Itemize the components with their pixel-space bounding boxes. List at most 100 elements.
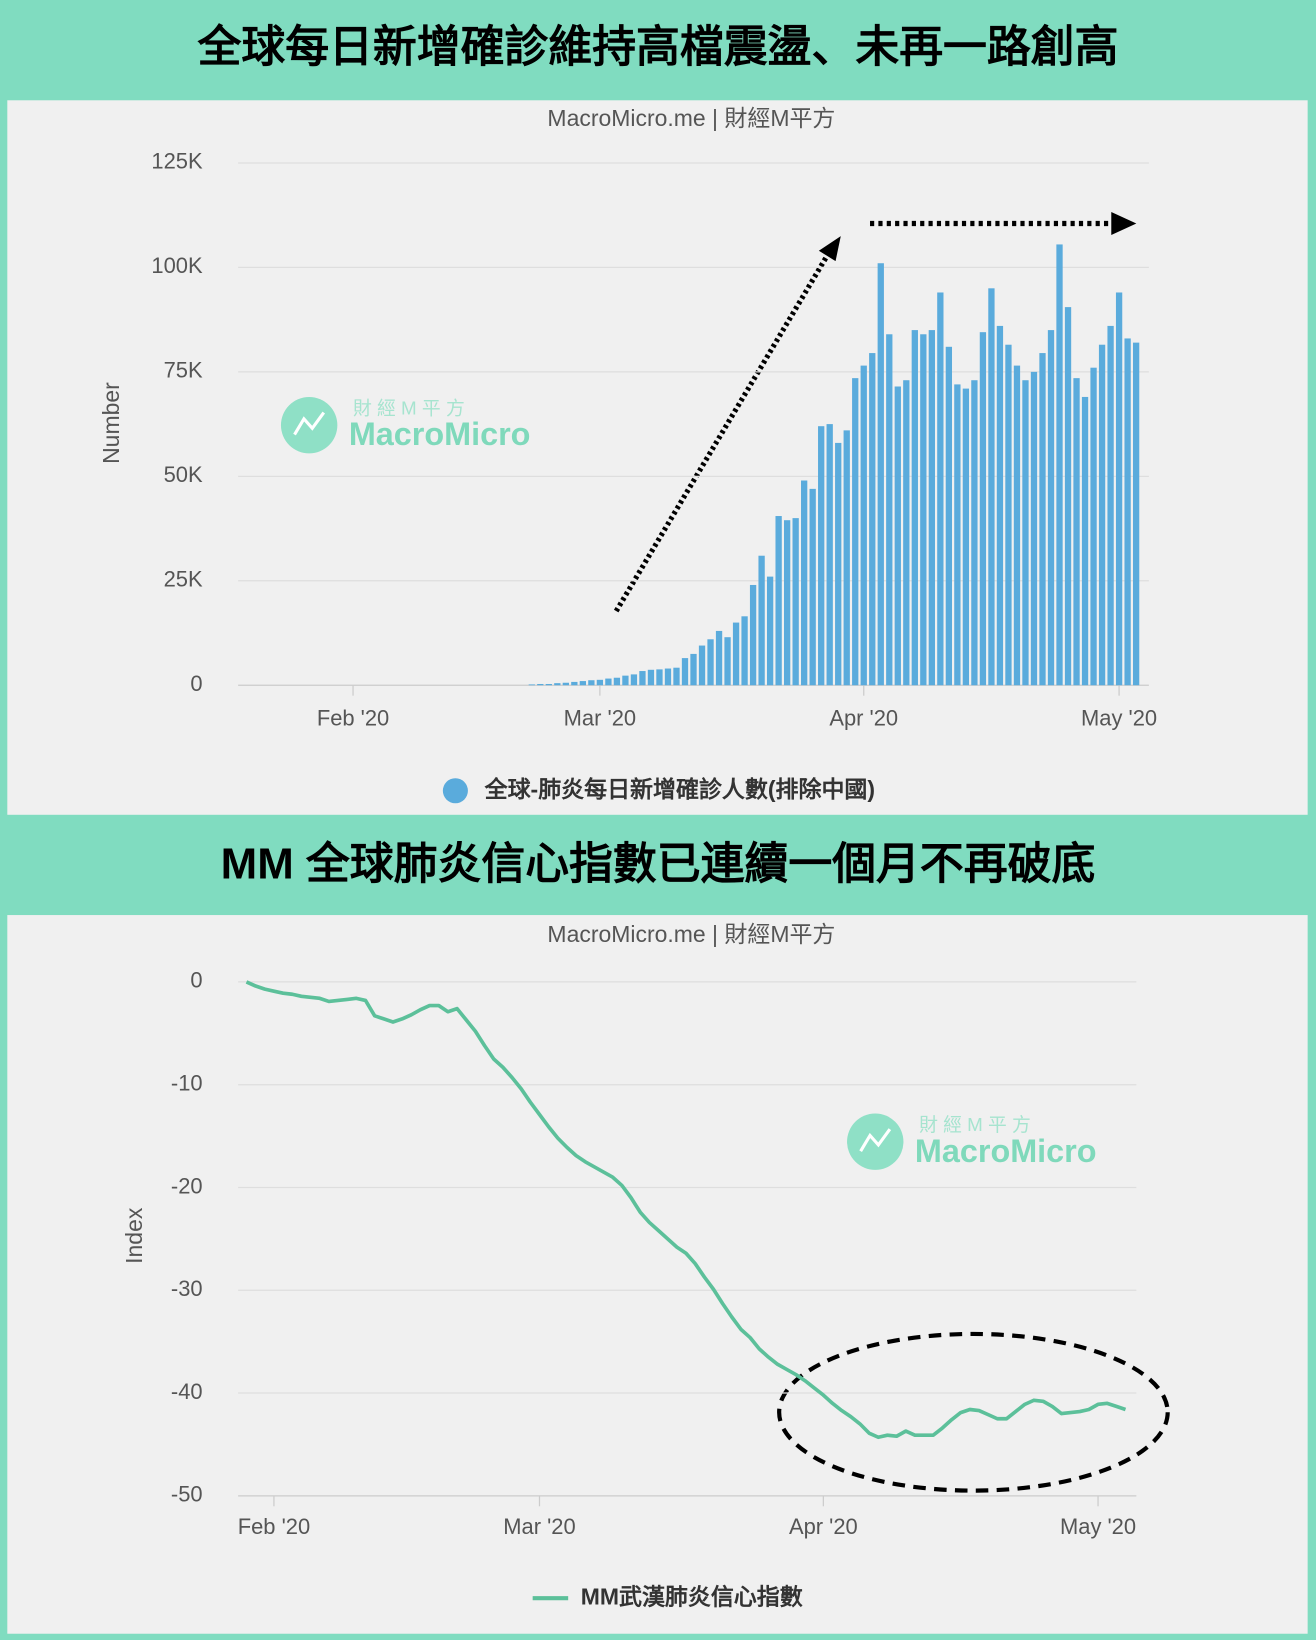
bar <box>579 681 587 686</box>
bar <box>732 622 740 686</box>
bar <box>664 668 672 686</box>
bar <box>971 380 978 686</box>
bar <box>562 682 569 686</box>
y-tick-label: 0 <box>190 968 202 993</box>
y-tick-label: 100K <box>151 253 203 278</box>
chart-subtitle: MacroMicro.me | 財經M平方 <box>547 105 835 131</box>
y-tick-label: -20 <box>171 1173 203 1198</box>
x-tick-label: Apr '20 <box>829 706 898 731</box>
bar <box>1005 344 1012 686</box>
bar <box>647 669 655 686</box>
y-axis-label: Number <box>98 382 124 464</box>
chart-title: 全球每日新增確診維持高檔震盪、未再一路創高 <box>196 22 1118 72</box>
bar <box>877 263 884 686</box>
bar <box>869 353 876 686</box>
bar <box>954 384 961 686</box>
bar <box>724 637 731 686</box>
bar <box>1064 307 1072 686</box>
bar <box>571 681 578 686</box>
bar <box>588 680 595 686</box>
bar <box>554 683 561 686</box>
bar <box>1081 396 1089 686</box>
y-tick-label: 125K <box>151 149 203 174</box>
x-tick-label: May '20 <box>1081 706 1157 731</box>
legend-marker <box>442 778 468 804</box>
bar <box>1056 244 1063 686</box>
y-tick-label: 75K <box>164 358 203 383</box>
chart-title: MM 全球肺炎信心指數已連續一個月不再破底 <box>221 839 1096 889</box>
bar <box>1132 342 1140 686</box>
watermark-icon <box>859 1128 892 1152</box>
bar <box>996 325 1004 686</box>
bar <box>545 683 552 686</box>
bar <box>690 653 697 686</box>
bar <box>886 334 893 686</box>
bar <box>673 667 680 686</box>
bar <box>622 675 629 686</box>
annotation-arrow <box>1111 212 1137 236</box>
bar <box>1124 338 1131 686</box>
bar <box>1098 344 1106 686</box>
bar <box>818 426 825 686</box>
y-tick-label: 25K <box>164 567 203 592</box>
bar <box>911 330 918 686</box>
bar <box>775 516 782 686</box>
bar <box>605 678 612 686</box>
bar <box>596 679 604 686</box>
panel <box>7 915 1308 1634</box>
watermark: 財 經 M 平 方 <box>919 1114 1031 1135</box>
bar <box>792 518 799 686</box>
bar <box>920 334 927 686</box>
watermark: MacroMicro <box>349 416 531 452</box>
y-tick-label: -50 <box>171 1482 203 1507</box>
y-axis-label: Index <box>121 1207 147 1264</box>
bar <box>749 584 757 686</box>
legend-label: 全球-肺炎每日新增確診人數(排除中國) <box>484 776 875 802</box>
bar <box>860 365 867 686</box>
bar <box>928 330 935 686</box>
bar <box>613 677 621 686</box>
bar <box>758 555 765 686</box>
y-tick-label: -30 <box>171 1276 203 1301</box>
y-tick-label: -40 <box>171 1379 203 1404</box>
annotation-arrow <box>613 252 831 613</box>
bar <box>945 346 953 686</box>
x-tick-label: Apr '20 <box>789 1514 858 1539</box>
x-tick-label: May '20 <box>1060 1514 1136 1539</box>
x-tick-label: Mar '20 <box>503 1514 575 1539</box>
bar <box>801 480 808 686</box>
watermark-icon <box>293 411 326 436</box>
bar <box>894 386 901 686</box>
bar <box>1090 367 1097 686</box>
bar <box>1013 365 1021 686</box>
bar <box>698 645 706 686</box>
bar <box>783 520 791 686</box>
bar <box>903 380 910 686</box>
bar <box>1039 353 1046 686</box>
chart-subtitle: MacroMicro.me | 財經M平方 <box>547 921 835 947</box>
bar <box>741 616 748 686</box>
bar <box>852 378 859 686</box>
bar <box>1107 325 1114 686</box>
bar <box>826 424 833 686</box>
bar <box>979 332 987 686</box>
x-tick-label: Mar '20 <box>564 706 636 731</box>
bar <box>639 671 646 686</box>
bar <box>1047 330 1055 686</box>
bar <box>988 288 995 686</box>
bar <box>528 684 535 686</box>
bar <box>715 630 723 686</box>
bar <box>707 639 714 686</box>
bar <box>681 658 689 686</box>
y-tick-label: -10 <box>171 1070 203 1095</box>
x-tick-label: Feb '20 <box>317 706 389 731</box>
bar <box>937 292 944 686</box>
bar <box>1030 371 1038 686</box>
watermark: MacroMicro <box>915 1133 1097 1169</box>
line <box>245 980 1127 1440</box>
bar <box>1073 378 1080 686</box>
bar <box>962 388 970 686</box>
annotation-ellipse <box>777 1331 1170 1493</box>
